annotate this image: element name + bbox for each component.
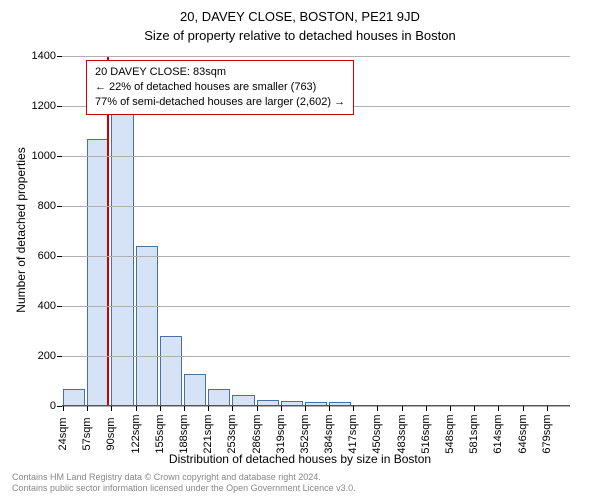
y-tick-label: 800 [38, 200, 56, 212]
x-tick-label: 450sqm [371, 414, 383, 453]
y-tick-label: 600 [38, 250, 56, 262]
y-axis-label: Number of detached properties [14, 147, 28, 312]
x-tick-label: 516sqm [420, 414, 432, 453]
histogram-bar [208, 389, 230, 407]
x-tick-mark [63, 406, 64, 411]
x-tick-mark [305, 406, 306, 411]
x-tick-mark [353, 406, 354, 411]
x-tick-label: 417sqm [347, 414, 359, 453]
x-tick-label: 90sqm [105, 417, 117, 450]
x-tick-label: 548sqm [444, 414, 456, 453]
x-tick-label: 646sqm [517, 414, 529, 453]
x-tick-label: 57sqm [81, 417, 93, 450]
x-tick-mark [184, 406, 185, 411]
y-tick-label: 1000 [32, 150, 56, 162]
y-tick-label: 0 [50, 400, 56, 412]
grid-line [62, 306, 570, 307]
histogram-bar [184, 374, 206, 407]
x-tick-mark [208, 406, 209, 411]
grid-line [62, 206, 570, 207]
x-tick-mark [257, 406, 258, 411]
y-tick-mark [57, 306, 62, 307]
x-tick-label: 319sqm [275, 414, 287, 453]
info-line-2: ← 22% of detached houses are smaller (76… [95, 80, 345, 95]
histogram-bar [136, 246, 158, 406]
x-tick-mark [136, 406, 137, 411]
x-tick-label: 384sqm [323, 414, 335, 453]
chart-subtitle: Size of property relative to detached ho… [0, 26, 600, 43]
x-axis-label: Distribution of detached houses by size … [0, 452, 600, 466]
x-tick-label: 679sqm [541, 414, 553, 453]
x-tick-mark [281, 406, 282, 411]
y-tick-mark [57, 406, 62, 407]
y-tick-label: 1400 [32, 50, 56, 62]
x-tick-label: 581sqm [468, 414, 480, 453]
y-tick-mark [57, 206, 62, 207]
x-tick-label: 221sqm [202, 414, 214, 453]
x-tick-mark [87, 406, 88, 411]
info-box: 20 DAVEY CLOSE: 83sqm ← 22% of detached … [86, 60, 354, 115]
x-tick-mark [450, 406, 451, 411]
x-tick-mark [111, 406, 112, 411]
y-tick-mark [57, 106, 62, 107]
y-tick-label: 1200 [32, 100, 56, 112]
grid-line [62, 56, 570, 57]
x-tick-label: 122sqm [130, 414, 142, 453]
x-tick-mark [232, 406, 233, 411]
footer-line-1: Contains HM Land Registry data © Crown c… [12, 472, 356, 483]
y-tick-mark [57, 156, 62, 157]
x-tick-mark [474, 406, 475, 411]
grid-line [62, 156, 570, 157]
grid-line [62, 256, 570, 257]
histogram-bar [63, 389, 85, 407]
x-tick-label: 188sqm [178, 414, 190, 453]
footer-line-2: Contains public sector information licen… [12, 483, 356, 494]
x-tick-label: 24sqm [57, 417, 69, 450]
histogram-bar [160, 336, 182, 406]
x-tick-mark [547, 406, 548, 411]
x-tick-label: 253sqm [226, 414, 238, 453]
x-tick-mark [377, 406, 378, 411]
info-line-1: 20 DAVEY CLOSE: 83sqm [95, 65, 345, 80]
x-tick-mark [523, 406, 524, 411]
x-tick-label: 614sqm [492, 414, 504, 453]
x-tick-label: 352sqm [299, 414, 311, 453]
footer: Contains HM Land Registry data © Crown c… [12, 472, 356, 495]
y-tick-label: 400 [38, 300, 56, 312]
x-tick-mark [160, 406, 161, 411]
x-tick-label: 155sqm [154, 414, 166, 453]
y-tick-mark [57, 56, 62, 57]
x-tick-mark [426, 406, 427, 411]
x-tick-mark [402, 406, 403, 411]
histogram-bar [111, 109, 133, 407]
y-tick-mark [57, 256, 62, 257]
chart-container: 20, DAVEY CLOSE, BOSTON, PE21 9JD Size o… [0, 0, 600, 500]
x-tick-mark [329, 406, 330, 411]
x-tick-label: 483sqm [396, 414, 408, 453]
y-tick-label: 200 [38, 350, 56, 362]
chart-title: 20, DAVEY CLOSE, BOSTON, PE21 9JD [0, 0, 600, 26]
info-line-3: 77% of semi-detached houses are larger (… [95, 95, 345, 110]
x-tick-label: 286sqm [251, 414, 263, 453]
y-tick-mark [57, 356, 62, 357]
x-tick-mark [498, 406, 499, 411]
grid-line [62, 406, 570, 407]
grid-line [62, 356, 570, 357]
